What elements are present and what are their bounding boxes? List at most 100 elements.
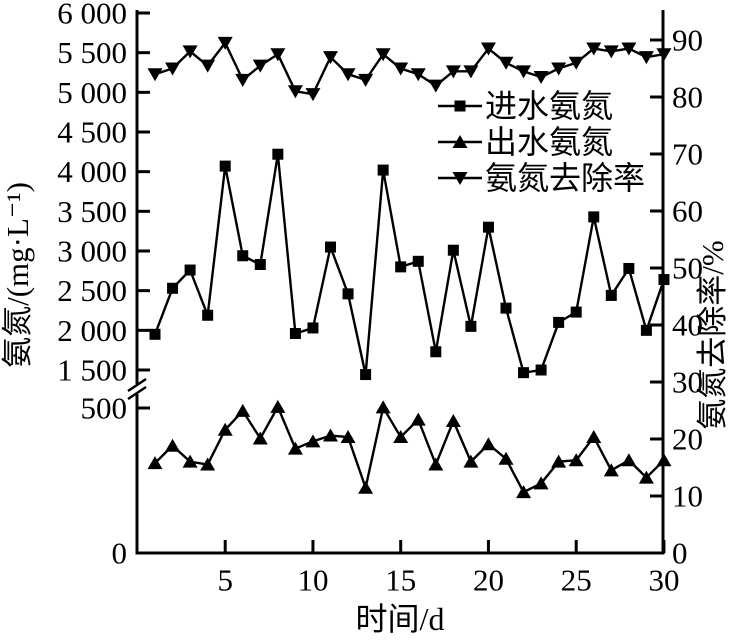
left-axis-tick-label: 1 500 (57, 353, 127, 388)
series-removal (147, 36, 672, 102)
marker-square (605, 289, 617, 301)
marker-triangle-down (410, 68, 426, 82)
marker-triangle-down (305, 88, 321, 102)
marker-triangle-up (463, 454, 479, 468)
marker-triangle-up (586, 430, 602, 443)
right-axis-tick-label: 60 (672, 194, 703, 229)
marker-square (588, 211, 600, 223)
marker-triangle-down (428, 79, 444, 93)
legend-item-effluent: 出水氨氮 (437, 124, 645, 160)
marker-triangle-up (323, 428, 338, 442)
marker-square (307, 322, 319, 334)
x-axis-tick-label: 15 (385, 563, 416, 598)
marker-triangle-down (480, 42, 496, 56)
marker-triangle-up (428, 457, 444, 471)
marker-triangle-down (603, 45, 619, 59)
marker-triangle-down (252, 59, 268, 73)
legend-item-removal: 氨氮去除率 (437, 160, 645, 196)
marker-triangle-up (270, 399, 286, 413)
left-axis-tick-label: 5 500 (57, 35, 127, 70)
marker-triangle-up (235, 403, 251, 417)
marker-triangle-up (217, 422, 233, 436)
marker-triangle-down (340, 68, 356, 82)
marker-triangle-down (463, 65, 479, 79)
legend-triangle-up-marker-icon (438, 135, 482, 148)
marker-square (395, 261, 407, 273)
marker-triangle-down (586, 42, 602, 56)
marker-square (430, 346, 442, 358)
marker-triangle-down (287, 85, 303, 99)
marker-triangle-up (393, 430, 409, 443)
marker-square (184, 264, 196, 276)
marker-triangle-up (410, 412, 426, 426)
x-axis-tick-label: 20 (473, 563, 504, 598)
left-axis-tick-label: 2 500 (57, 273, 127, 308)
marker-triangle-up (252, 431, 268, 445)
right-axis-tick-label: 80 (672, 80, 703, 115)
right-axis-title: 氨氮去除率/% (695, 240, 730, 429)
marker-square (167, 282, 179, 294)
right-axis-tick-label: 50 (672, 251, 703, 286)
marker-square (465, 320, 477, 332)
marker-square (219, 160, 231, 172)
marker-square (500, 302, 512, 314)
series-line-influent (153, 154, 666, 375)
marker-triangle-down (358, 73, 374, 87)
left-axis-tick-label: 3 500 (57, 194, 127, 229)
legend: 进水氨氮 出水氨氮 氨氮去除率 (437, 88, 645, 196)
marker-triangle-down (165, 62, 181, 76)
axis-break-gap (133, 384, 141, 394)
right-axis-tick-label: 70 (672, 137, 703, 172)
right-axis-tick-label: 20 (672, 422, 703, 457)
marker-triangle-up (200, 457, 216, 471)
marker-triangle-down (568, 56, 584, 70)
marker-triangle-down (147, 68, 163, 82)
marker-triangle-up (621, 453, 637, 467)
marker-triangle-up (182, 454, 198, 468)
marker-square (342, 288, 354, 300)
x-axis-title: 时间/d (356, 601, 445, 637)
left-axis-tick-label: 0 (112, 536, 128, 571)
marker-triangle-up (305, 434, 321, 448)
marker-triangle-down (621, 42, 637, 56)
marker-square (570, 306, 582, 318)
marker-square (254, 258, 266, 270)
marker-square (518, 367, 530, 379)
left-axis-tick-label: 5 000 (57, 75, 127, 110)
series-line-removal (154, 40, 665, 96)
legend-label-influent: 进水氨氮 (485, 88, 614, 124)
axis-break-slash (127, 377, 147, 393)
legend-triangle-down-marker-icon (438, 172, 482, 185)
marker-square (447, 244, 459, 256)
marker-triangle-down (182, 45, 198, 59)
marker-square (272, 148, 284, 160)
marker-square (553, 316, 565, 328)
marker-square (360, 369, 372, 381)
right-axis-tick-label: 0 (672, 536, 688, 571)
marker-triangle-up (638, 470, 654, 484)
marker-square (640, 324, 652, 336)
marker-triangle-down (551, 62, 567, 76)
marker-triangle-up (445, 414, 461, 428)
x-axis-tick-label: 5 (217, 563, 233, 598)
legend-item-influent: 进水氨氮 (437, 88, 645, 124)
marker-square (325, 241, 336, 253)
marker-triangle-down (393, 62, 409, 76)
marker-triangle-down (270, 48, 286, 62)
marker-triangle-up (533, 476, 549, 490)
marker-triangle-down (516, 65, 532, 79)
marker-triangle-up (165, 438, 181, 452)
right-axis-tick-label: 30 (672, 365, 703, 400)
marker-triangle-up (287, 441, 303, 455)
right-axis-tick-label: 90 (672, 23, 703, 58)
marker-triangle-up (516, 485, 532, 499)
x-axis-tick-label: 25 (561, 563, 592, 598)
legend-label-effluent: 出水氨氮 (485, 124, 614, 160)
marker-triangle-up (603, 463, 619, 477)
legend-square-marker-icon (438, 100, 482, 112)
marker-square (289, 328, 301, 340)
marker-triangle-up (480, 437, 496, 451)
marker-triangle-down (533, 71, 549, 85)
marker-triangle-up (358, 480, 374, 494)
